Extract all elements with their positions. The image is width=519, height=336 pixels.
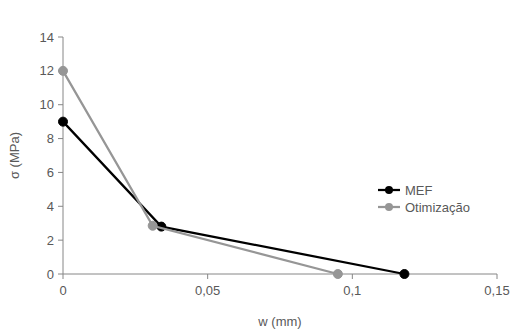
legend-marker bbox=[385, 203, 393, 211]
series-line bbox=[63, 71, 338, 274]
x-tick bbox=[207, 274, 208, 279]
chart-svg: 0 2 4 6 8 10 12 14 0 0,05 0,1 0,15 w (mm) σ (MPa) MEF O… bbox=[0, 0, 519, 336]
y-tick bbox=[58, 172, 63, 173]
y-tick-label: 14 bbox=[40, 30, 54, 45]
x-tick bbox=[352, 274, 353, 279]
series-marker bbox=[59, 66, 68, 75]
y-tick-label: 12 bbox=[40, 63, 54, 78]
series-marker bbox=[148, 221, 157, 230]
plot-area bbox=[59, 66, 409, 278]
legend: MEF Otimização bbox=[378, 183, 470, 215]
y-tick-label: 6 bbox=[47, 165, 54, 180]
y-tick bbox=[58, 138, 63, 139]
series-line bbox=[63, 122, 404, 274]
x-tick-label: 0 bbox=[59, 283, 66, 298]
x-tick-label: 0,15 bbox=[484, 283, 509, 298]
y-tick-label: 0 bbox=[47, 267, 54, 282]
x-axis-label: w (mm) bbox=[257, 314, 301, 329]
x-tick-label: 0,1 bbox=[343, 283, 361, 298]
chart-container: 0 2 4 6 8 10 12 14 0 0,05 0,1 0,15 w (mm) σ (MPa) MEF O… bbox=[0, 0, 519, 336]
y-axis-label: σ (MPa) bbox=[7, 132, 22, 179]
legend-label: MEF bbox=[405, 183, 433, 198]
series-marker bbox=[59, 117, 68, 126]
y-tick bbox=[58, 274, 63, 275]
y-tick-label: 2 bbox=[47, 233, 54, 248]
y-tick-label: 4 bbox=[47, 199, 54, 214]
y-tick bbox=[58, 240, 63, 241]
series-marker bbox=[400, 270, 409, 279]
y-tick-label: 8 bbox=[47, 131, 54, 146]
y-tick bbox=[58, 206, 63, 207]
y-tick bbox=[58, 37, 63, 38]
x-tick bbox=[63, 274, 64, 279]
y-tick bbox=[58, 104, 63, 105]
legend-label: Otimização bbox=[405, 200, 470, 215]
legend-marker bbox=[385, 186, 393, 194]
y-tick-label: 10 bbox=[40, 97, 54, 112]
x-tick-label: 0,05 bbox=[195, 283, 220, 298]
x-axis-line bbox=[63, 274, 497, 275]
series-marker bbox=[333, 270, 342, 279]
x-tick bbox=[497, 274, 498, 279]
